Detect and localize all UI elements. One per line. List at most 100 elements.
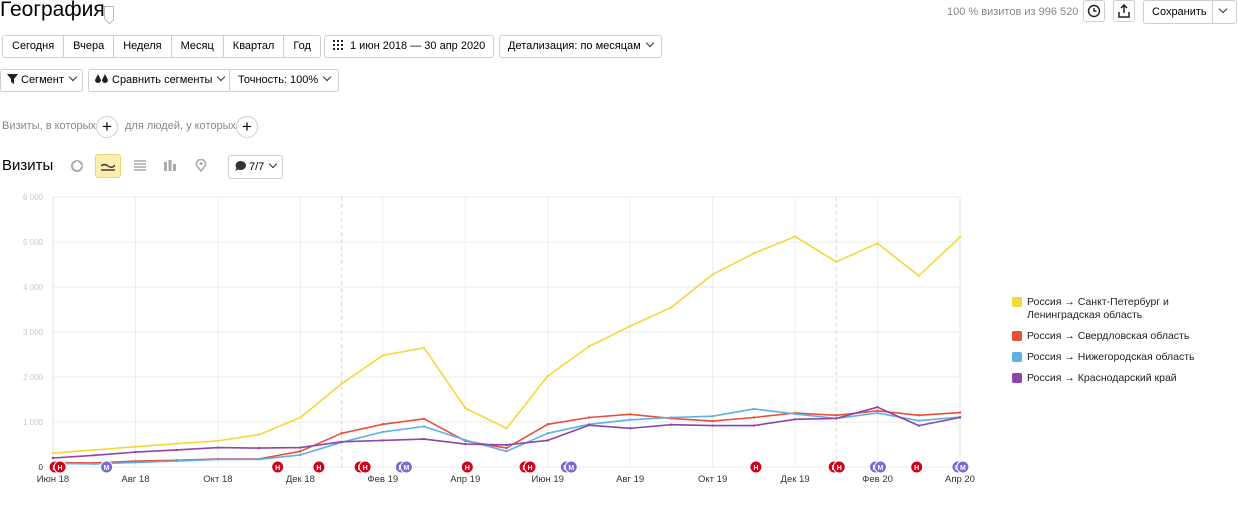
data-point <box>340 432 343 435</box>
pie-chart-button[interactable] <box>64 154 90 178</box>
add-visits-filter-button[interactable]: + <box>96 116 118 138</box>
data-point <box>917 419 920 422</box>
x-tick-label: Авг 19 <box>616 474 644 485</box>
data-point <box>711 273 714 276</box>
calendar-icon <box>333 40 343 50</box>
line-chart: 0 1 000 2 000 3 000 4 000 5 000 6 000 Июн 18 Авг… <box>23 193 975 485</box>
visits-info: 100 % визитов из 996 520 <box>947 6 1079 18</box>
tab-week[interactable]: Неделя <box>114 36 172 57</box>
data-point <box>175 448 178 452</box>
data-point <box>628 324 632 328</box>
period-tabs: Сегодня Вчера Неделя Месяц Квартал Год <box>2 35 321 58</box>
compare-label: Сравнить сегменты <box>112 74 213 86</box>
annotation-label: Н <box>528 465 533 472</box>
data-point <box>587 416 591 419</box>
x-tick-label: Июн 19 <box>532 474 564 485</box>
map-pin-icon <box>195 158 207 173</box>
accuracy-dropdown[interactable]: Точность: 100% <box>229 69 340 92</box>
y-tick-label: 4 000 <box>23 283 44 292</box>
data-point <box>628 418 632 421</box>
data-point <box>546 439 549 442</box>
map-chart-button[interactable] <box>188 154 214 178</box>
detail-dropdown[interactable]: Детализация: по месяцам <box>499 35 662 58</box>
annotation-label: М <box>568 465 574 472</box>
chevron-down-icon <box>217 72 226 82</box>
chevron-down-icon <box>68 72 78 82</box>
series-selector[interactable]: 7/7 <box>228 155 284 179</box>
save-dropdown-button[interactable] <box>1212 0 1237 24</box>
data-point <box>51 451 55 455</box>
annotation-marker <box>523 460 537 474</box>
compare-segments-button[interactable]: Сравнить сегменты <box>88 69 232 92</box>
date-range-button[interactable]: 1 июн 2018 — 30 апр 2020 <box>324 35 495 58</box>
data-point <box>51 456 55 460</box>
clock-icon <box>1087 4 1101 18</box>
annotation-label: М <box>960 465 966 472</box>
legend-item-nizhny[interactable]: Россия → Нижегородская область <box>1012 351 1232 364</box>
data-point <box>299 416 302 419</box>
line-chart-button[interactable] <box>95 154 121 178</box>
segment-button[interactable]: Сегмент <box>0 69 83 92</box>
history-button[interactable] <box>1083 0 1105 22</box>
bar-chart-icon <box>164 160 176 171</box>
tab-yesterday[interactable]: Вчера <box>64 36 115 57</box>
legend-label: Россия → Санкт-Петербург и Ленинградская… <box>1027 296 1169 321</box>
bookmark-icon[interactable] <box>104 6 114 19</box>
tab-today[interactable]: Сегодня <box>3 36 65 57</box>
data-point <box>835 417 838 420</box>
add-people-filter-button[interactable]: + <box>236 116 258 138</box>
tab-year[interactable]: Год <box>284 36 320 57</box>
data-point <box>835 260 838 263</box>
data-point <box>876 409 879 412</box>
data-point <box>381 430 385 434</box>
data-point <box>257 446 261 450</box>
data-point <box>93 454 96 457</box>
tab-month[interactable]: Месяц <box>171 36 224 57</box>
legend-item-sverdlovsk[interactable]: Россия → Свердловская область <box>1012 330 1232 343</box>
data-point <box>752 424 756 427</box>
data-point <box>917 424 920 427</box>
data-point <box>917 274 920 277</box>
data-point <box>381 423 385 426</box>
y-tick-label: 5 000 <box>23 238 44 247</box>
data-point <box>752 407 756 411</box>
area-chart-button[interactable] <box>127 154 153 178</box>
visits-filter-label: Визиты, в которых <box>2 120 96 132</box>
data-point <box>670 416 673 419</box>
data-point <box>175 442 178 445</box>
data-point <box>175 459 178 463</box>
tab-quarter[interactable]: Квартал <box>223 36 285 57</box>
annotation-marker <box>873 460 887 474</box>
data-point <box>505 450 508 453</box>
export-button[interactable] <box>1113 0 1135 22</box>
annotation-label: М <box>104 465 110 472</box>
data-point <box>546 423 549 426</box>
chevron-down-icon <box>322 72 332 82</box>
legend-item-krasnodar[interactable]: Россия → Краснодарский край <box>1012 372 1232 385</box>
annotation-label: Н <box>914 465 919 472</box>
date-range-label: 1 июн 2018 — 30 апр 2020 <box>350 40 486 52</box>
data-point <box>381 354 385 357</box>
legend-item-spb[interactable]: Россия → Санкт-Петербург и Ленинградская… <box>1012 296 1232 322</box>
comment-icon <box>235 160 247 171</box>
data-point <box>381 439 385 442</box>
export-icon <box>1118 3 1130 18</box>
save-button[interactable]: Сохранить <box>1143 0 1213 24</box>
legend-swatch <box>1012 297 1022 307</box>
data-point <box>628 413 632 416</box>
x-tick-label: Авг 18 <box>121 474 149 485</box>
annotation-marker <box>910 460 924 474</box>
annotation-marker <box>832 460 846 474</box>
data-point <box>257 433 261 436</box>
data-point <box>299 453 302 457</box>
series-line <box>52 408 961 465</box>
annotation-marker <box>358 460 372 474</box>
annotation-marker <box>749 460 763 474</box>
data-point <box>422 437 426 441</box>
chevron-down-icon <box>645 38 654 48</box>
data-point <box>464 438 467 442</box>
bar-chart-button[interactable] <box>157 154 183 178</box>
annotation-label: М <box>878 465 884 472</box>
data-point <box>93 448 96 452</box>
x-tick-label: Фев 20 <box>862 474 893 485</box>
